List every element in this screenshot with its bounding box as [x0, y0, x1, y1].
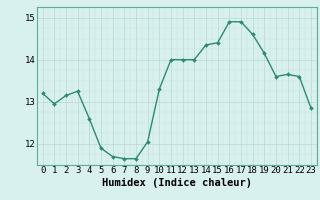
X-axis label: Humidex (Indice chaleur): Humidex (Indice chaleur) — [102, 178, 252, 188]
